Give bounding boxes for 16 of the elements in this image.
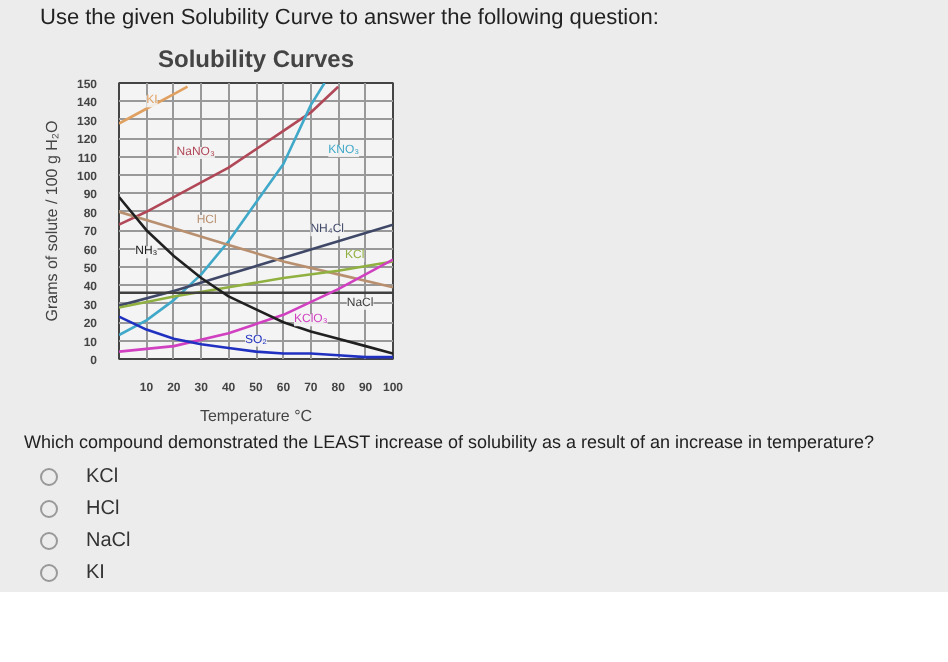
line-series <box>119 85 189 125</box>
text: HCl <box>84 496 120 524</box>
text: KI <box>84 560 105 588</box>
line-series <box>119 315 393 359</box>
line-series <box>119 210 393 289</box>
x-axis-title: Temperature °C <box>199 407 313 425</box>
line-series <box>119 195 393 355</box>
line-series <box>119 258 393 353</box>
text: NaCl <box>84 528 131 556</box>
chart-title: Solubility Curves <box>157 45 355 73</box>
text: KCl <box>84 464 119 492</box>
y-axis-title: Grams of solute / 100 g H₂O <box>42 120 61 322</box>
text: Which compound demonstrated the LEAST increase of solubility as a result of an increase in temperature? <box>24 430 875 456</box>
line-series <box>119 223 393 307</box>
line-series <box>119 260 393 309</box>
text: Use the given Solubility Curve to answer the following question: <box>40 4 659 34</box>
